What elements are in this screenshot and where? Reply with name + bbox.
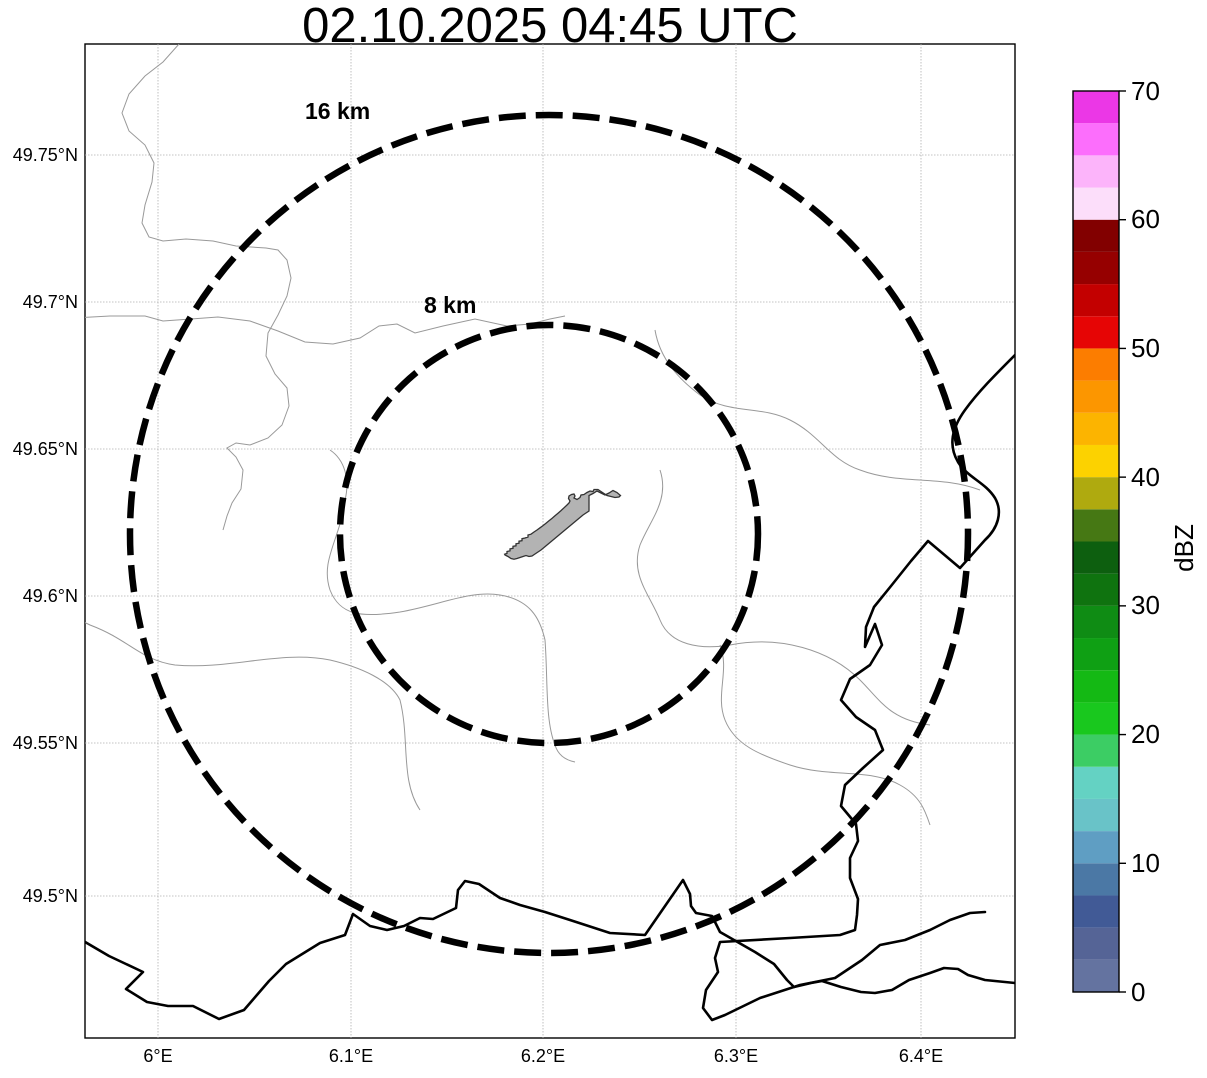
svg-text:8 km: 8 km [424, 292, 476, 318]
svg-text:50: 50 [1131, 333, 1160, 363]
svg-text:60: 60 [1131, 204, 1160, 234]
svg-text:30: 30 [1131, 590, 1160, 620]
svg-text:49.75°N: 49.75°N [13, 145, 78, 165]
svg-text:6°E: 6°E [143, 1046, 172, 1066]
svg-text:20: 20 [1131, 719, 1160, 749]
svg-text:6.3°E: 6.3°E [714, 1046, 758, 1066]
svg-text:10: 10 [1131, 848, 1160, 878]
svg-text:6.2°E: 6.2°E [521, 1046, 565, 1066]
svg-text:6.1°E: 6.1°E [329, 1046, 373, 1066]
svg-text:49.5°N: 49.5°N [23, 886, 78, 906]
svg-text:16 km: 16 km [305, 98, 370, 124]
svg-text:49.7°N: 49.7°N [23, 292, 78, 312]
svg-text:49.55°N: 49.55°N [13, 733, 78, 753]
svg-text:dBZ: dBZ [1169, 524, 1199, 572]
svg-text:6.4°E: 6.4°E [899, 1046, 943, 1066]
svg-text:49.65°N: 49.65°N [13, 439, 78, 459]
svg-text:70: 70 [1131, 76, 1160, 106]
svg-text:49.6°N: 49.6°N [23, 586, 78, 606]
svg-text:40: 40 [1131, 462, 1160, 492]
svg-text:0: 0 [1131, 977, 1145, 1007]
